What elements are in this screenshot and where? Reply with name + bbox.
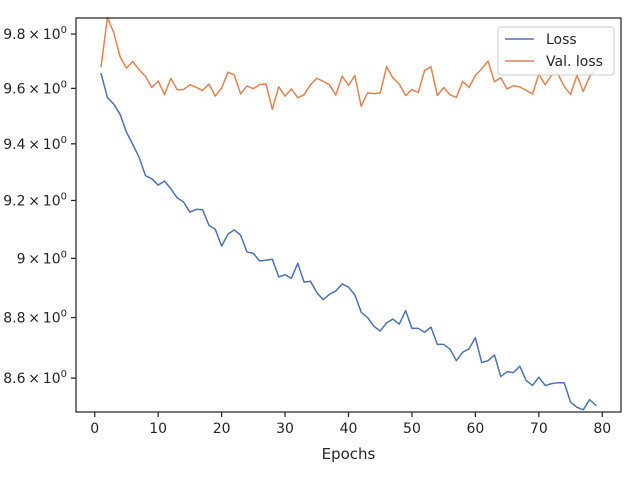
series-line-1 bbox=[100, 16, 597, 111]
y-axis: 8.6 × 100 8.8 × 100 9 × 100 9.2 × 100 9.4 × … bbox=[3, 25, 76, 387]
x-tick-label: 40 bbox=[340, 421, 358, 437]
x-tick-label: 30 bbox=[276, 421, 294, 437]
x-tick-label: 10 bbox=[149, 421, 167, 437]
x-tick-label: 0 bbox=[90, 421, 99, 437]
x-tick-label: 60 bbox=[466, 421, 484, 437]
plot-frame bbox=[75, 17, 622, 413]
y-tick-label: 9.8 × 100 bbox=[3, 25, 67, 43]
y-tick-label: 9.6 × 100 bbox=[3, 79, 67, 97]
plot-lines bbox=[100, 16, 597, 411]
y-tick-label: 8.6 × 100 bbox=[3, 369, 67, 387]
legend: Loss Val. loss bbox=[497, 26, 615, 76]
legend-label-1: Val. loss bbox=[546, 54, 603, 70]
x-tick-label: 80 bbox=[593, 421, 611, 437]
series-line-0 bbox=[100, 72, 597, 411]
y-tick-label: 9.2 × 100 bbox=[3, 191, 67, 209]
x-tick-label: 20 bbox=[213, 421, 231, 437]
x-tick-label: 50 bbox=[403, 421, 421, 437]
legend-label-0: Loss bbox=[546, 32, 577, 48]
y-tick-label: 9.4 × 100 bbox=[3, 135, 67, 153]
x-axis: 0 10 20 30 40 50 60 70 80 bbox=[90, 412, 611, 437]
x-tick-label: 70 bbox=[530, 421, 548, 437]
y-tick-label: 9 × 100 bbox=[17, 249, 67, 267]
x-axis-title: Epochs bbox=[322, 445, 376, 463]
y-tick-label: 8.8 × 100 bbox=[3, 309, 67, 327]
